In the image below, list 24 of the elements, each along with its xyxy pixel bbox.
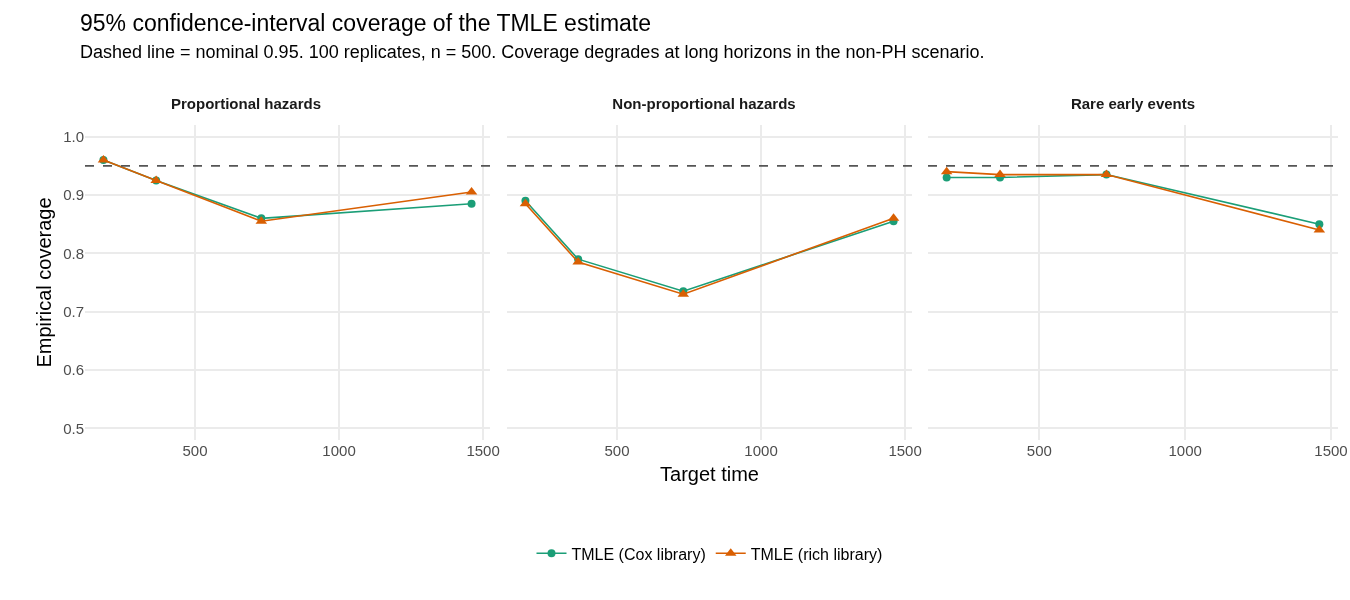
y-tick-label: 0.5 [63,419,84,437]
text: Dashed line = nominal 0.95. 100 replicates, n = 500. Coverage degrades at long horizons in the non-PH scenario. [80,41,986,64]
x-tick-label: 1500 [466,442,500,459]
x-tick-label: 500 [1026,442,1052,459]
y-tick-label: 1.0 [63,127,84,145]
x-tick-label: 500 [604,442,630,459]
x-tick-label: 1000 [744,442,778,459]
chart-title: Rare early events [1070,94,1196,112]
x-axis-title: Target time [660,462,759,485]
y-axis-title: Empirical coverage [32,197,55,368]
x-tick-label: 1000 [322,442,356,459]
chart-title: Non-proportional hazards [612,94,796,112]
y-tick-label: 0.6 [63,361,84,379]
x-tick-label: 500 [182,442,208,459]
x-tick-label: 1000 [1168,442,1202,459]
legend-label: TMLE (rich library) [750,545,883,563]
chart-title: Proportional hazards [170,94,322,112]
y-tick-label: 0.7 [63,302,84,320]
y-tick-label: 0.8 [63,244,84,262]
y-tick-label: 0.9 [63,186,84,204]
x-tick-label: 1500 [888,442,922,459]
x-tick-label: 1500 [1314,442,1348,459]
text: 95% confidence-interval coverage of the TMLE estimate [80,9,653,38]
legend-label: TMLE (Cox library) [571,545,706,563]
